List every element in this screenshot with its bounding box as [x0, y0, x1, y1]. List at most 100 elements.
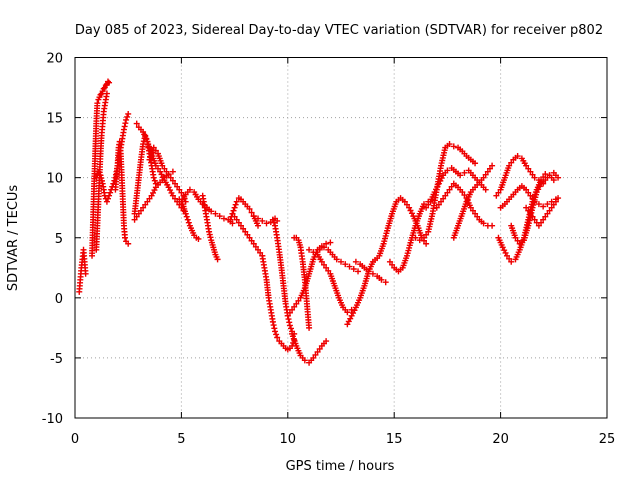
data-point [525, 189, 532, 196]
data-point [306, 324, 313, 331]
data-point [183, 213, 190, 220]
data-point [195, 235, 202, 242]
data-point [546, 172, 553, 179]
data-point [169, 168, 176, 175]
data-point [314, 348, 321, 355]
data-point [272, 328, 279, 335]
data-point [240, 225, 247, 232]
data-point [100, 85, 107, 92]
chart-title: Day 085 of 2023, Sidereal Day-to-day VTE… [75, 23, 603, 38]
data-point [233, 216, 240, 223]
data-point [323, 264, 330, 271]
data-point [389, 261, 396, 268]
x-axis-label: GPS time / hours [286, 459, 395, 474]
data-point [140, 204, 147, 211]
data-point [295, 297, 302, 304]
data-point [242, 228, 249, 235]
data-point [152, 147, 159, 154]
y-tick-label: 5 [55, 232, 63, 247]
data-point [527, 192, 534, 199]
data-point [457, 172, 464, 179]
data-point [538, 219, 545, 226]
data-point [246, 205, 253, 212]
data-point [165, 171, 172, 178]
data-point [237, 222, 244, 229]
data-point [306, 246, 313, 253]
data-point [301, 357, 308, 364]
data-point [255, 222, 262, 229]
data-point [555, 195, 562, 202]
data-point [482, 171, 489, 178]
data-point [233, 198, 240, 205]
data-point [154, 165, 161, 172]
data-point [178, 189, 185, 196]
data-point [542, 213, 549, 220]
data-point [186, 186, 193, 193]
data-point [480, 174, 487, 181]
data-point [133, 213, 140, 220]
y-tick-label: -10 [42, 412, 63, 427]
data-point [286, 309, 293, 316]
data-point [248, 237, 255, 244]
data-point [248, 209, 255, 216]
data-point [486, 165, 493, 172]
data-point [214, 256, 221, 263]
data-point [512, 234, 519, 241]
data-point [506, 255, 513, 262]
data-point [103, 198, 110, 205]
x-tick-label: 10 [280, 432, 297, 447]
data-point [176, 186, 183, 193]
data-point [161, 165, 168, 172]
data-point [212, 210, 219, 217]
data-point [185, 219, 192, 226]
data-point [250, 213, 257, 220]
data-point [122, 234, 129, 241]
x-tick-label: 15 [386, 432, 403, 447]
data-point [544, 210, 551, 217]
data-point [97, 91, 104, 98]
data-point [232, 201, 239, 208]
data-point [142, 201, 149, 208]
data-point [137, 207, 144, 214]
data-point [440, 195, 447, 202]
data-point [271, 325, 278, 332]
data-point [289, 306, 296, 313]
data-point [346, 263, 353, 270]
data-point [342, 261, 349, 268]
data-point [135, 210, 142, 217]
data-point [531, 216, 538, 223]
data-point [540, 216, 547, 223]
data-point [102, 82, 109, 89]
data-point [552, 198, 559, 205]
data-point [316, 246, 323, 253]
data-point [352, 258, 359, 265]
data-point [523, 186, 530, 193]
data-point [150, 144, 157, 151]
x-tick-label: 20 [492, 432, 509, 447]
data-point [259, 217, 266, 224]
data-point [285, 316, 292, 323]
data-point [403, 201, 410, 208]
data-point [94, 100, 101, 107]
data-point [542, 171, 549, 178]
data-point [446, 141, 453, 148]
data-point [527, 168, 534, 175]
data-point [344, 309, 351, 316]
data-point [527, 210, 534, 217]
data-point [472, 160, 479, 167]
data-point [231, 213, 238, 220]
data-point [425, 201, 432, 208]
data-point [107, 189, 114, 196]
data-point [270, 322, 277, 329]
data-point [229, 210, 236, 217]
data-point [235, 219, 242, 226]
data-point [555, 174, 562, 181]
data-point [208, 208, 215, 215]
data-point [284, 312, 291, 319]
data-point [269, 318, 276, 325]
data-point [274, 334, 281, 341]
y-tick-label: 20 [46, 52, 63, 67]
x-tick-label: 0 [71, 432, 79, 447]
data-point [531, 198, 538, 205]
data-point [365, 268, 372, 275]
